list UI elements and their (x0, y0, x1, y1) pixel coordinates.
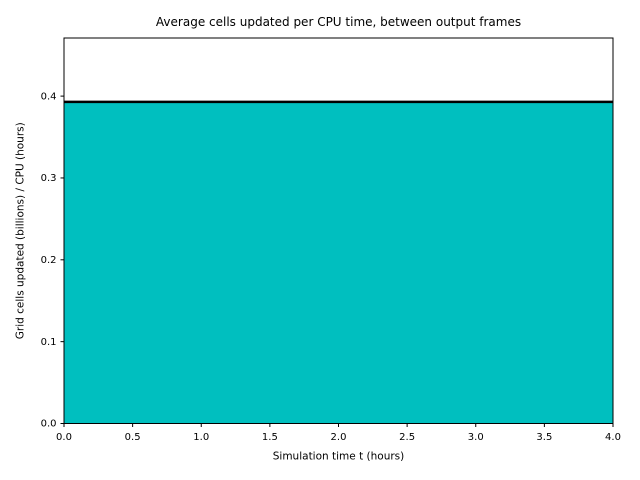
x-axis-label: Simulation time t (hours) (273, 451, 405, 463)
x-tick-label: 1.0 (193, 432, 209, 443)
area-fill (64, 101, 613, 424)
x-tick-label: 0.0 (56, 432, 72, 443)
y-tick-label: 0.1 (41, 337, 57, 348)
y-tick-label: 0.4 (41, 91, 57, 102)
x-tick-label: 3.0 (468, 432, 484, 443)
y-tick-label: 0.0 (41, 419, 57, 430)
x-tick-label: 2.0 (331, 432, 347, 443)
x-tick-label: 1.5 (262, 432, 278, 443)
y-tick-label: 0.3 (41, 173, 57, 184)
x-tick-label: 2.5 (399, 432, 415, 443)
y-tick-label: 0.2 (41, 255, 57, 266)
x-tick-label: 3.5 (536, 432, 552, 443)
y-axis-label: Grid cells updated (billions) / CPU (hou… (15, 122, 27, 339)
chart-title: Average cells updated per CPU time, betw… (156, 15, 521, 29)
x-tick-label: 4.0 (605, 432, 621, 443)
x-tick-label: 0.5 (125, 432, 141, 443)
plot-area: 0.0 0.5 1.0 1.5 2.0 2.5 3.0 3.5 4.0 0.0 0.1 0.2 0.3 0… (41, 37, 621, 443)
